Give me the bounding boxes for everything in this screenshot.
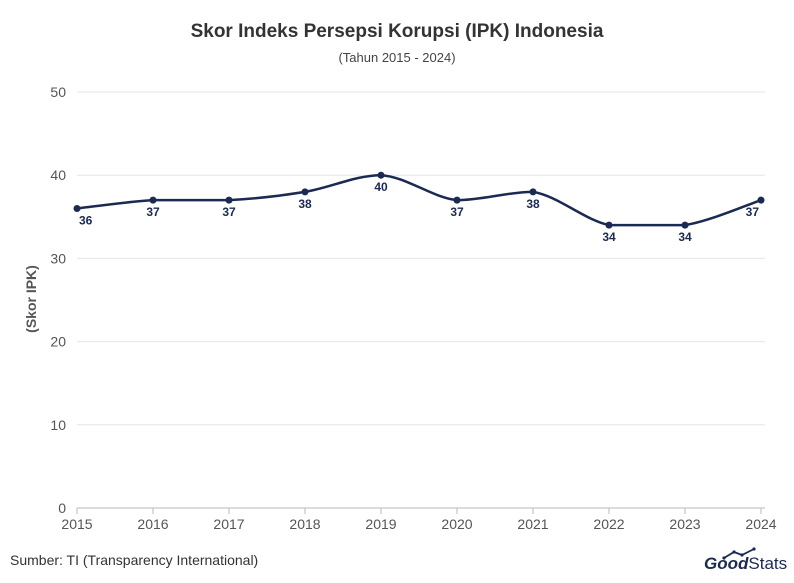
data-point (225, 196, 233, 204)
x-tick-label: 2023 (669, 516, 700, 532)
trend-arrow-icon (722, 547, 756, 560)
x-tick-label: 2018 (289, 516, 320, 532)
y-axis-label: (Skor IPK) (23, 265, 39, 333)
data-label: 37 (222, 205, 236, 219)
data-point (377, 171, 385, 179)
data-point (149, 196, 157, 204)
data-point (757, 196, 765, 204)
data-point (73, 204, 81, 212)
chart-title: Skor Indeks Persepsi Korupsi (IPK) Indon… (191, 21, 604, 42)
y-tick-label: 20 (50, 334, 66, 350)
x-tick-label: 2016 (137, 516, 168, 532)
y-tick-label: 10 (50, 417, 66, 433)
data-label: 40 (374, 180, 388, 194)
data-label: 37 (746, 205, 760, 219)
x-tick-label: 2015 (61, 516, 92, 532)
data-point (529, 188, 537, 196)
gridlines (77, 91, 765, 426)
x-axis (76, 507, 765, 514)
x-tick-label: 2022 (593, 516, 624, 532)
y-tick-label: 50 (50, 84, 66, 100)
data-label: 34 (602, 230, 616, 244)
y-tick-label: 30 (50, 250, 66, 266)
data-point (681, 221, 689, 229)
data-label: 37 (450, 205, 464, 219)
x-tick-label: 2024 (745, 516, 776, 532)
data-point (453, 196, 461, 204)
chart-subtitle: (Tahun 2015 - 2024) (338, 50, 455, 65)
y-tick-label: 0 (58, 500, 66, 516)
logo-good-text: Good (704, 554, 749, 573)
y-axis-ticks: 0 10 20 30 40 50 (50, 84, 66, 516)
y-tick-label: 40 (50, 167, 66, 183)
x-tick-label: 2019 (365, 516, 396, 532)
source-note: Sumber: TI (Transparency International) (10, 552, 259, 568)
data-label: 34 (678, 230, 692, 244)
data-label: 38 (298, 197, 312, 211)
data-point (301, 188, 309, 196)
data-points (73, 171, 765, 229)
data-label: 37 (146, 205, 160, 219)
x-tick-label: 2020 (441, 516, 472, 532)
x-tick-label: 2021 (517, 516, 548, 532)
goodstats-logo: GoodStats (704, 546, 788, 576)
data-label: 38 (526, 197, 540, 211)
logo-text: GoodStats (704, 554, 787, 574)
x-tick-label: 2017 (213, 516, 244, 532)
logo-stats-text: Stats (748, 554, 788, 573)
series-line (76, 173, 762, 227)
x-axis-ticks: 2015 2016 2017 2018 2019 2020 2021 2022 2023 2024 (61, 516, 776, 532)
data-point (605, 221, 613, 229)
data-label: 36 (79, 213, 93, 227)
data-labels: 36 37 37 38 40 37 38 34 34 37 (79, 180, 759, 244)
